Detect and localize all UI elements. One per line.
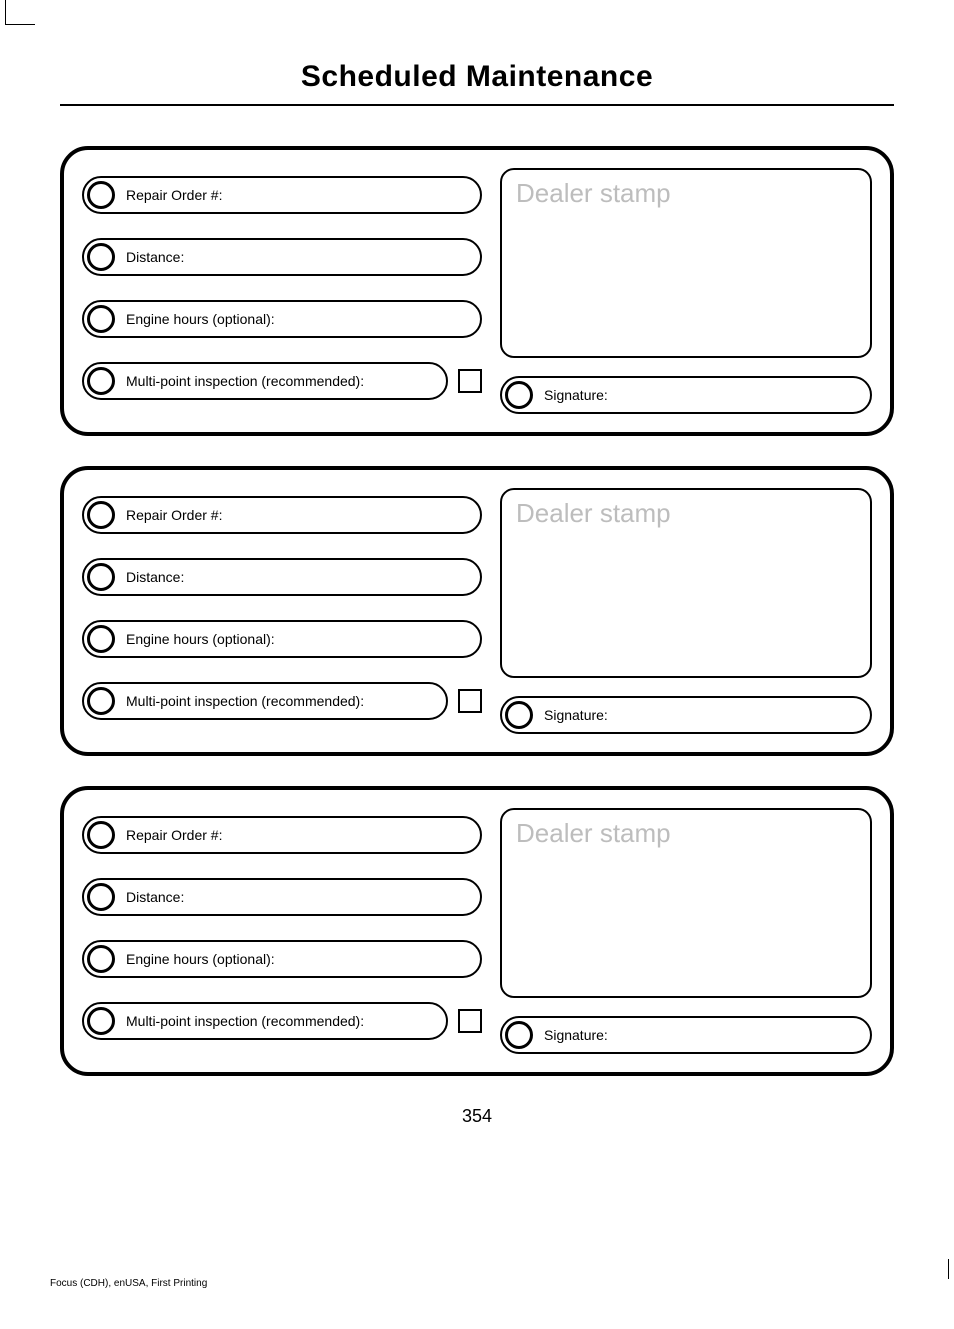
bullet-ring-icon: [87, 883, 115, 911]
signature-label: Signature:: [544, 387, 608, 403]
dealer-stamp-placeholder: Dealer stamp: [516, 498, 671, 528]
bullet-ring-icon: [505, 701, 533, 729]
bullet-ring-icon: [87, 501, 115, 529]
engine-hours-field[interactable]: Engine hours (optional):: [82, 300, 482, 338]
signature-field[interactable]: Signature:: [500, 376, 872, 414]
distance-field[interactable]: Distance:: [82, 558, 482, 596]
repair-order-label: Repair Order #:: [126, 507, 222, 523]
bullet-ring-icon: [87, 1007, 115, 1035]
bullet-ring-icon: [87, 181, 115, 209]
distance-field[interactable]: Distance:: [82, 238, 482, 276]
signature-field[interactable]: Signature:: [500, 696, 872, 734]
bullet-ring-icon: [87, 305, 115, 333]
multi-point-label: Multi-point inspection (recommended):: [126, 373, 364, 389]
dealer-stamp-area[interactable]: Dealer stamp: [500, 168, 872, 358]
multi-point-field: Multi-point inspection (recommended):: [82, 362, 448, 400]
card-left-column: Repair Order #: Distance: Engine hours (…: [82, 808, 482, 1054]
repair-order-field[interactable]: Repair Order #:: [82, 496, 482, 534]
page-title: Scheduled Maintenance: [50, 60, 904, 94]
card-left-column: Repair Order #: Distance: Engine hours (…: [82, 488, 482, 734]
maintenance-record-card: Repair Order #: Distance: Engine hours (…: [60, 466, 894, 756]
card-right-column: Dealer stamp Signature:: [500, 488, 872, 734]
signature-row: Signature:: [500, 1016, 872, 1054]
footer-text: Focus (CDH), enUSA, First Printing: [50, 1278, 207, 1289]
card-right-column: Dealer stamp Signature:: [500, 168, 872, 414]
dealer-stamp-area[interactable]: Dealer stamp: [500, 488, 872, 678]
multi-point-label: Multi-point inspection (recommended):: [126, 693, 364, 709]
repair-order-field[interactable]: Repair Order #:: [82, 176, 482, 214]
repair-order-label: Repair Order #:: [126, 827, 222, 843]
repair-order-field[interactable]: Repair Order #:: [82, 816, 482, 854]
crop-mark-top-left: [5, 0, 35, 25]
multi-point-label: Multi-point inspection (recommended):: [126, 1013, 364, 1029]
bullet-ring-icon: [87, 687, 115, 715]
bullet-ring-icon: [87, 563, 115, 591]
multi-point-checkbox[interactable]: [458, 689, 482, 713]
card-right-column: Dealer stamp Signature:: [500, 808, 872, 1054]
multi-point-checkbox[interactable]: [458, 369, 482, 393]
page: Scheduled Maintenance Repair Order #: Di…: [0, 0, 954, 1329]
signature-label: Signature:: [544, 707, 608, 723]
multi-point-checkbox[interactable]: [458, 1009, 482, 1033]
signature-row: Signature:: [500, 696, 872, 734]
signature-label: Signature:: [544, 1027, 608, 1043]
engine-hours-label: Engine hours (optional):: [126, 951, 275, 967]
multi-point-field: Multi-point inspection (recommended):: [82, 682, 448, 720]
signature-field[interactable]: Signature:: [500, 1016, 872, 1054]
bullet-ring-icon: [87, 945, 115, 973]
bullet-ring-icon: [87, 625, 115, 653]
distance-label: Distance:: [126, 249, 184, 265]
multi-point-row: Multi-point inspection (recommended):: [82, 362, 482, 400]
engine-hours-field[interactable]: Engine hours (optional):: [82, 940, 482, 978]
signature-row: Signature:: [500, 376, 872, 414]
card-left-column: Repair Order #: Distance: Engine hours (…: [82, 168, 482, 414]
repair-order-label: Repair Order #:: [126, 187, 222, 203]
engine-hours-field[interactable]: Engine hours (optional):: [82, 620, 482, 658]
dealer-stamp-placeholder: Dealer stamp: [516, 178, 671, 208]
bullet-ring-icon: [87, 821, 115, 849]
title-underline: [60, 104, 894, 106]
page-number: 354: [50, 1106, 904, 1127]
dealer-stamp-area[interactable]: Dealer stamp: [500, 808, 872, 998]
maintenance-record-card: Repair Order #: Distance: Engine hours (…: [60, 786, 894, 1076]
engine-hours-label: Engine hours (optional):: [126, 311, 275, 327]
engine-hours-label: Engine hours (optional):: [126, 631, 275, 647]
bullet-ring-icon: [87, 367, 115, 395]
bullet-ring-icon: [87, 243, 115, 271]
multi-point-field: Multi-point inspection (recommended):: [82, 1002, 448, 1040]
bullet-ring-icon: [505, 381, 533, 409]
multi-point-row: Multi-point inspection (recommended):: [82, 682, 482, 720]
distance-label: Distance:: [126, 889, 184, 905]
distance-label: Distance:: [126, 569, 184, 585]
dealer-stamp-placeholder: Dealer stamp: [516, 818, 671, 848]
bullet-ring-icon: [505, 1021, 533, 1049]
maintenance-record-card: Repair Order #: Distance: Engine hours (…: [60, 146, 894, 436]
crop-mark-bottom-right: [947, 1259, 949, 1279]
multi-point-row: Multi-point inspection (recommended):: [82, 1002, 482, 1040]
distance-field[interactable]: Distance:: [82, 878, 482, 916]
